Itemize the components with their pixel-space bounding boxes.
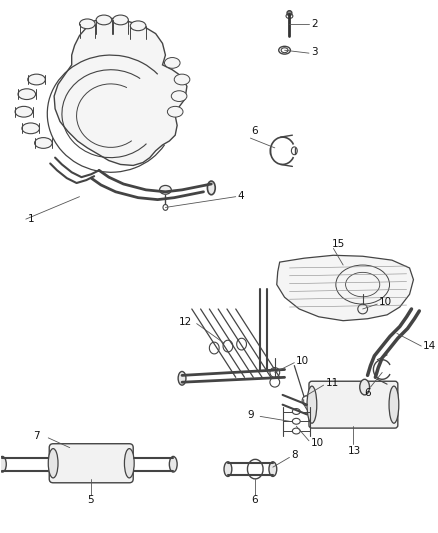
- Ellipse shape: [113, 15, 128, 25]
- Ellipse shape: [124, 449, 134, 478]
- Ellipse shape: [287, 11, 292, 15]
- Ellipse shape: [130, 21, 146, 31]
- Text: 6: 6: [251, 126, 258, 136]
- Text: 11: 11: [325, 378, 339, 388]
- Text: 10: 10: [296, 356, 309, 366]
- Text: 15: 15: [332, 239, 345, 248]
- Text: 14: 14: [423, 341, 437, 351]
- Ellipse shape: [80, 19, 95, 29]
- Text: 3: 3: [311, 47, 318, 57]
- Text: 4: 4: [238, 191, 244, 201]
- Ellipse shape: [96, 15, 112, 25]
- Ellipse shape: [174, 74, 190, 85]
- Ellipse shape: [18, 89, 35, 100]
- Text: 8: 8: [291, 450, 298, 461]
- Ellipse shape: [28, 74, 45, 85]
- Ellipse shape: [171, 91, 187, 101]
- Ellipse shape: [360, 379, 370, 395]
- Polygon shape: [277, 255, 413, 321]
- Text: 1: 1: [28, 214, 34, 224]
- Text: 12: 12: [179, 317, 192, 327]
- Text: 5: 5: [87, 495, 94, 505]
- Text: 7: 7: [33, 431, 39, 441]
- Text: 9: 9: [247, 410, 254, 421]
- Ellipse shape: [269, 462, 277, 477]
- Ellipse shape: [159, 185, 171, 194]
- Text: 2: 2: [311, 19, 318, 29]
- Ellipse shape: [35, 138, 52, 148]
- Ellipse shape: [167, 107, 183, 117]
- Ellipse shape: [389, 386, 399, 423]
- Polygon shape: [54, 18, 187, 165]
- Ellipse shape: [15, 107, 33, 117]
- Text: 10: 10: [311, 438, 324, 448]
- Ellipse shape: [48, 449, 58, 478]
- Ellipse shape: [307, 386, 317, 423]
- FancyBboxPatch shape: [309, 381, 398, 428]
- Ellipse shape: [208, 181, 215, 195]
- Ellipse shape: [224, 462, 232, 477]
- Ellipse shape: [0, 456, 6, 472]
- Text: 13: 13: [348, 446, 361, 456]
- Ellipse shape: [164, 58, 180, 68]
- Text: 6: 6: [251, 495, 258, 505]
- Ellipse shape: [170, 456, 177, 472]
- FancyBboxPatch shape: [49, 444, 133, 483]
- Text: 10: 10: [379, 297, 392, 307]
- Ellipse shape: [22, 123, 39, 134]
- Text: 6: 6: [364, 388, 371, 398]
- Ellipse shape: [178, 372, 186, 385]
